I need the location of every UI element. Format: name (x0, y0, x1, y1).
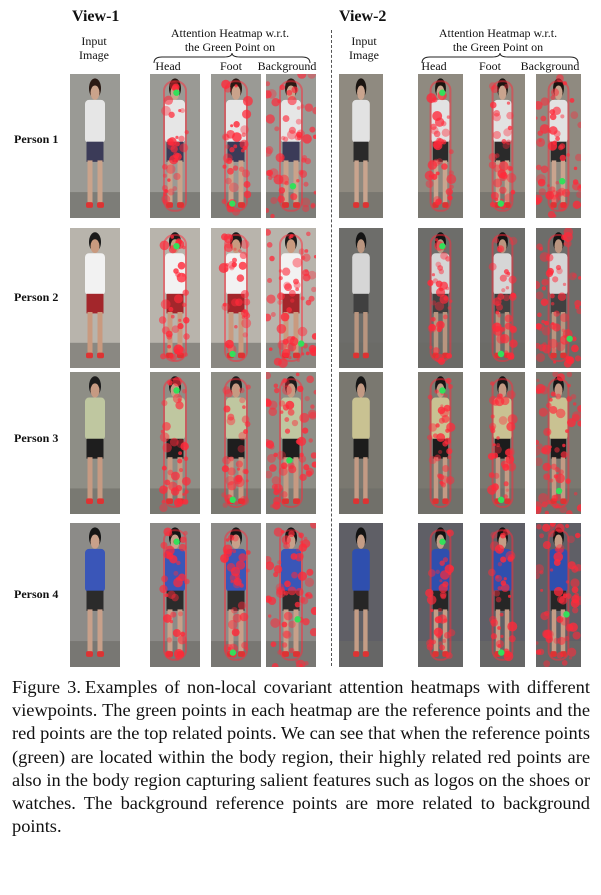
view-2-heatmap-title: Attention Heatmap w.r.t. the Green Point… (438, 26, 558, 54)
reference-point (439, 538, 446, 545)
view-2-person-2-foot-heatmap (480, 228, 525, 368)
reference-point (173, 387, 180, 394)
view-1-person-4-foot-heatmap (211, 523, 261, 667)
reference-point (173, 243, 180, 250)
figure-caption: Figure 3. Examples of non-local covariant… (12, 676, 590, 838)
view-1-title: View-1 (72, 8, 120, 25)
view-1-person-3-head-heatmap (150, 372, 200, 514)
reference-point (497, 350, 505, 358)
reference-point (498, 649, 505, 656)
view-2-person-3-head-heatmap (418, 372, 463, 514)
view-2-col-background: Background (520, 59, 580, 73)
view-2-title: View-2 (339, 8, 387, 25)
view-2-person-4-foot-heatmap (480, 523, 525, 667)
view-1-person-4-input-image (70, 523, 120, 667)
caption-label: Figure 3. (12, 677, 81, 697)
view-1-brace (153, 52, 311, 64)
view-1-col-head: Head (155, 59, 181, 73)
reference-point (289, 182, 297, 190)
reference-point (563, 611, 570, 618)
reference-point (559, 178, 566, 185)
reference-point (497, 496, 505, 503)
view-1-person-3-input-image (70, 372, 120, 514)
reference-point (439, 387, 446, 394)
reference-point (173, 538, 180, 545)
view-divider (331, 30, 332, 666)
view-2-person-2-input-image (339, 228, 383, 368)
reference-point (439, 243, 446, 250)
caption-text: Examples of non-local covariant attentio… (12, 677, 590, 837)
view-1-person-2-foot-heatmap (211, 228, 261, 368)
view-2-input-label: Input Image (349, 34, 379, 62)
view-1-person-4-bg-heatmap (266, 523, 316, 667)
view-2-person-1-head-heatmap (418, 74, 463, 218)
row-label-person-1: Person 1 (14, 132, 59, 146)
view-1-person-2-bg-heatmap (266, 228, 316, 368)
row-label-person-3: Person 3 (14, 431, 59, 445)
view-2-person-1-foot-heatmap (480, 74, 525, 218)
view-2-person-2-head-heatmap (418, 228, 463, 368)
view-2-person-3-bg-heatmap (536, 372, 581, 514)
view-1-person-1-bg-heatmap (266, 74, 316, 218)
reference-point (229, 496, 236, 503)
view-2-person-3-foot-heatmap (480, 372, 525, 514)
row-label-person-2: Person 2 (14, 290, 59, 304)
reference-point (439, 89, 446, 96)
view-1-input-label: Input Image (79, 34, 109, 62)
view-2-brace (421, 52, 579, 64)
view-1-col-foot: Foot (219, 59, 242, 73)
reference-point (229, 350, 236, 358)
view-1-person-2-input-image (70, 228, 120, 368)
view-2-person-3-input-image (339, 372, 383, 514)
reference-point (286, 457, 293, 464)
reference-point (173, 89, 180, 96)
view-2-col-foot: Foot (478, 59, 501, 73)
row-label-person-4: Person 4 (14, 587, 59, 601)
reference-point (294, 616, 301, 623)
view-1-person-1-foot-heatmap (211, 74, 261, 218)
view-1-person-4-head-heatmap (150, 523, 200, 667)
reference-point (497, 200, 505, 207)
reference-point (297, 340, 305, 347)
view-2-person-4-head-heatmap (418, 523, 463, 667)
view-2-person-2-bg-heatmap (536, 228, 581, 368)
reference-point (566, 335, 573, 342)
view-1-heatmap-title: Attention Heatmap w.r.t. the Green Point… (170, 26, 290, 54)
view-1-person-3-foot-heatmap (211, 372, 261, 514)
view-1-person-1-head-heatmap (150, 74, 200, 218)
view-2-person-4-bg-heatmap (536, 523, 581, 667)
figure: View-1 View-2 Input Image Input Image At… (14, 8, 581, 667)
view-2-col-head: Head (421, 59, 447, 73)
view-1-person-1-input-image (70, 74, 120, 218)
view-1-person-3-bg-heatmap (266, 372, 316, 514)
reference-point (229, 200, 236, 207)
reference-point (555, 487, 563, 495)
view-1-person-2-head-heatmap (150, 228, 200, 368)
view-1-col-background: Background (257, 59, 317, 73)
reference-point (229, 649, 237, 656)
view-2-person-1-input-image (339, 74, 383, 218)
view-2-person-1-bg-heatmap (536, 74, 581, 218)
view-2-person-4-input-image (339, 523, 383, 667)
